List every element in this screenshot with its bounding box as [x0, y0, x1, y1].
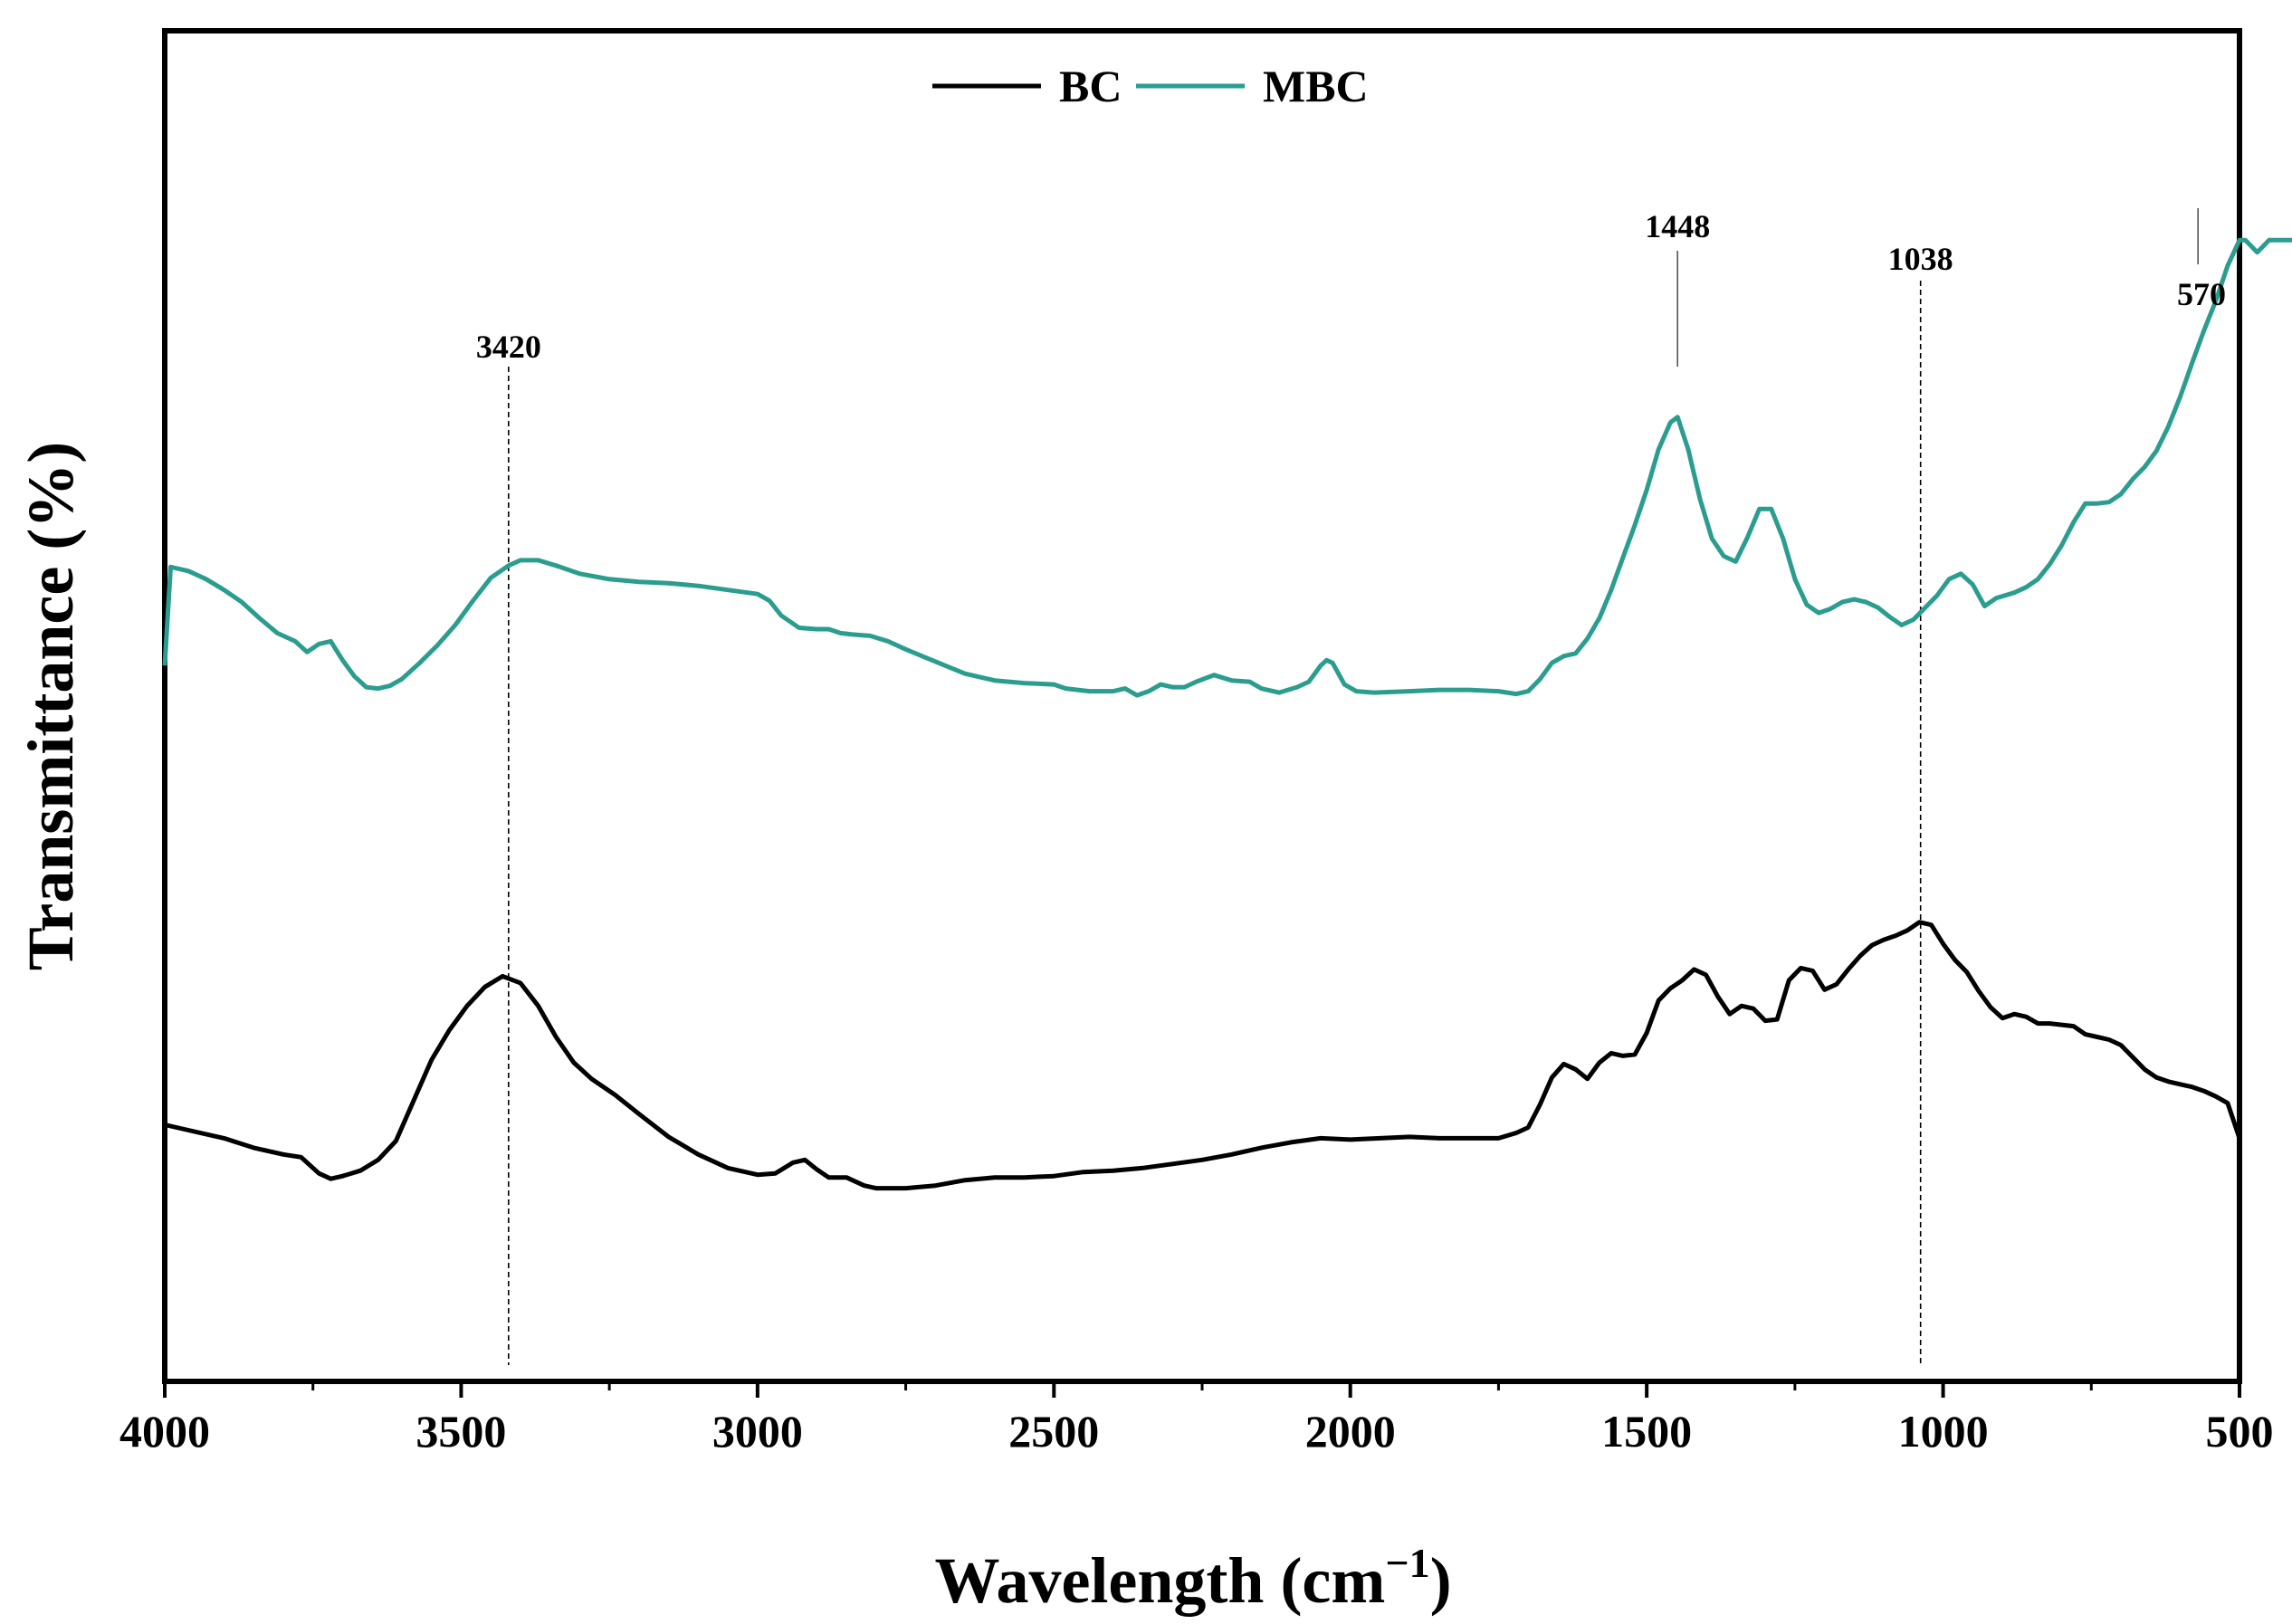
series-line-bc — [164, 920, 2242, 1191]
x-axis-title-sup: −1 — [1385, 1540, 1429, 1586]
x-tick-label-2000: 2000 — [1305, 1406, 1396, 1457]
x-axis-title: Wavelength (cm−1) — [934, 1540, 1451, 1617]
annotation-labels: 3420 1448 1038 570 — [476, 208, 2226, 365]
annotation-lines — [508, 208, 2199, 1365]
x-tick-label-3000: 3000 — [712, 1406, 803, 1457]
x-tick-label-4000: 4000 — [119, 1406, 210, 1457]
legend-label-bc: BC — [1059, 61, 1122, 111]
annotation-label-1448: 1448 — [1645, 208, 1710, 244]
x-tick-label-1500: 1500 — [1601, 1406, 1692, 1457]
x-axis-title-end: ) — [1430, 1544, 1452, 1617]
series-line-mbc — [162, 237, 2292, 698]
plot-frame — [162, 28, 2242, 1384]
x-axis-title-main: Wavelength (cm — [934, 1544, 1385, 1617]
y-axis-title: Transmittance (%) — [14, 442, 87, 971]
x-tick-label-1000: 1000 — [1898, 1406, 1989, 1457]
annotation-label-1038: 1038 — [1888, 241, 1953, 277]
legend: BC MBC — [932, 61, 1369, 111]
x-tick-label-500: 500 — [2206, 1406, 2274, 1457]
x-tick-label-3500: 3500 — [415, 1406, 506, 1457]
annotation-label-3420: 3420 — [476, 329, 541, 365]
x-axis-ticks: 4000 3500 3000 2500 2000 1500 1000 500 — [119, 1381, 2274, 1457]
annotation-label-570: 570 — [2177, 276, 2226, 312]
legend-label-mbc: MBC — [1263, 61, 1369, 111]
series-layer — [162, 237, 2292, 1191]
x-tick-label-2500: 2500 — [1008, 1406, 1099, 1457]
